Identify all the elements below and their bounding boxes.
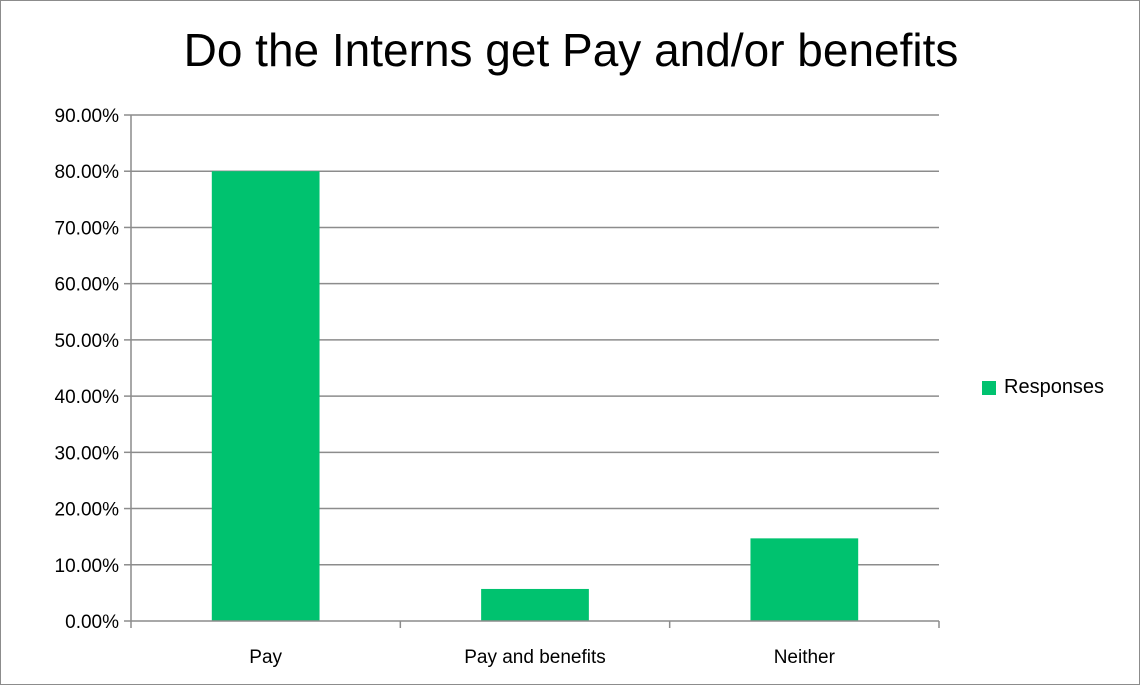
y-tick-label: 50.00% (55, 331, 120, 352)
y-tick-label: 0.00% (65, 612, 119, 633)
axes (124, 114, 940, 628)
y-tick-label: 10.00% (55, 556, 120, 577)
x-tick-label: Pay and benefits (464, 647, 606, 668)
x-tick-label: Neither (774, 647, 836, 668)
tick-labels: 0.00% 10.00% 20.00% 30.00% 40.00% 50.00% 60.00… (55, 106, 836, 668)
bar-neither (750, 538, 859, 621)
legend-label: Responses (1004, 376, 1105, 398)
y-tick-label: 70.00% (55, 218, 120, 239)
y-tick-label: 20.00% (55, 500, 120, 521)
y-tick-label: 80.00% (55, 162, 120, 183)
bar-pay-and-benefits (481, 588, 589, 621)
chart-title: Do the Interns get Pay and/or benefits (183, 24, 959, 76)
y-tick-label: 90.00% (55, 106, 120, 127)
legend: Responses (982, 376, 1104, 399)
bars (211, 171, 859, 621)
x-tick-label: Pay (249, 647, 282, 668)
y-tick-label: 30.00% (55, 443, 120, 464)
y-tick-label: 60.00% (55, 275, 120, 296)
legend-swatch (982, 380, 996, 395)
bar-pay (211, 171, 320, 621)
y-tick-label: 40.00% (55, 387, 120, 408)
